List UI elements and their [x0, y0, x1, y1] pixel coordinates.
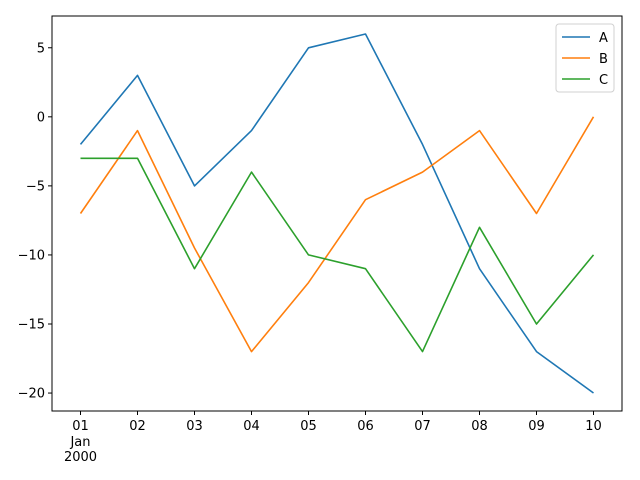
legend-label-B: B	[599, 52, 608, 67]
y-tick-label: 0	[37, 110, 45, 125]
x-tick-label: 08	[471, 419, 488, 434]
y-tick-label: −10	[18, 248, 45, 263]
x-tick-label: 10	[585, 419, 602, 434]
series-line-B	[79, 116, 595, 353]
x-tick-label: 09	[528, 419, 545, 434]
x-tick-label: 01	[72, 419, 89, 434]
legend-label-A: A	[599, 31, 608, 46]
y-tick-label: −15	[18, 317, 45, 332]
y-axis: 5 0 −5 −10 −15 −20	[18, 41, 52, 402]
x-tick-label: 04	[243, 419, 260, 434]
x-tick-label: 03	[186, 419, 203, 434]
y-tick-label: −5	[26, 179, 45, 194]
series-line-A	[79, 33, 594, 394]
x-tick-sublabel: 2000	[64, 450, 97, 465]
x-tick-sublabel: Jan	[69, 435, 90, 450]
x-tick-label: 05	[300, 419, 317, 434]
y-tick-label: −20	[18, 387, 45, 402]
legend: ABC	[555, 23, 615, 93]
series-lines	[79, 33, 595, 394]
x-tick-label: 07	[414, 419, 431, 434]
x-tick-label: 02	[129, 419, 146, 434]
plot-frame	[51, 15, 623, 412]
x-tick-label: 06	[357, 419, 374, 434]
series-line-C	[80, 157, 595, 353]
y-tick-label: 5	[37, 41, 45, 56]
legend-label-C: C	[599, 73, 608, 88]
